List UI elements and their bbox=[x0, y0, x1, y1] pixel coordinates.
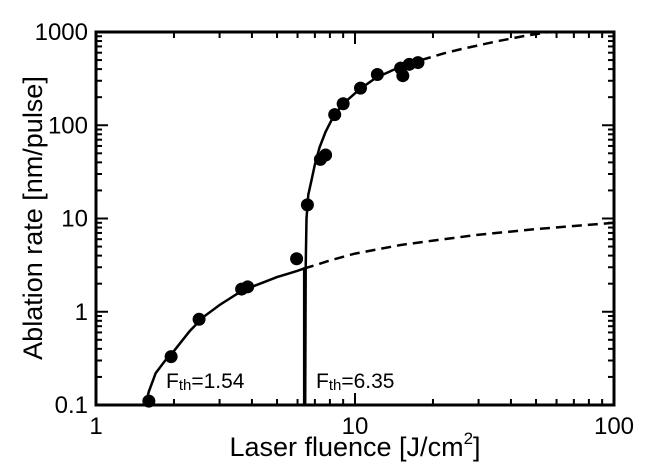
y-axis-title: Ablation rate [nm/pulse] bbox=[18, 76, 48, 360]
data-point bbox=[192, 312, 206, 326]
data-point bbox=[353, 81, 367, 95]
x-tick-label: 10 bbox=[342, 413, 369, 440]
y-tick-label: 1000 bbox=[35, 19, 88, 46]
y-tick-label: 1 bbox=[75, 299, 88, 326]
fit-curve-2-solid bbox=[303, 58, 422, 406]
data-point bbox=[164, 350, 178, 364]
data-point bbox=[290, 252, 304, 266]
data-points bbox=[142, 56, 425, 408]
annotation-fth-2: Fth=6.35 bbox=[316, 370, 394, 394]
data-point bbox=[319, 148, 333, 162]
x-axis-title: Laser fluence [J/cm2] bbox=[229, 429, 480, 462]
x-tick-label: 100 bbox=[594, 413, 634, 440]
y-tick-label: 100 bbox=[48, 112, 88, 139]
data-point bbox=[370, 68, 384, 82]
x-tick-label: 1 bbox=[89, 413, 102, 440]
fit-curve-1-solid bbox=[144, 267, 305, 406]
data-point bbox=[300, 198, 314, 212]
fit-curve-1-dashed bbox=[303, 221, 615, 270]
data-point bbox=[328, 108, 342, 122]
data-point bbox=[396, 69, 410, 83]
fit-curves bbox=[144, 31, 615, 406]
data-point bbox=[142, 394, 156, 408]
y-tick-label: 10 bbox=[61, 206, 88, 233]
data-point bbox=[336, 97, 350, 111]
fit-curve-2-dashed bbox=[420, 31, 547, 62]
ticks bbox=[95, 32, 614, 406]
data-point bbox=[411, 56, 425, 70]
y-tick-label: 0.1 bbox=[55, 392, 88, 419]
annotation-fth-1: Fth=1.54 bbox=[166, 370, 245, 394]
data-point bbox=[241, 280, 255, 294]
